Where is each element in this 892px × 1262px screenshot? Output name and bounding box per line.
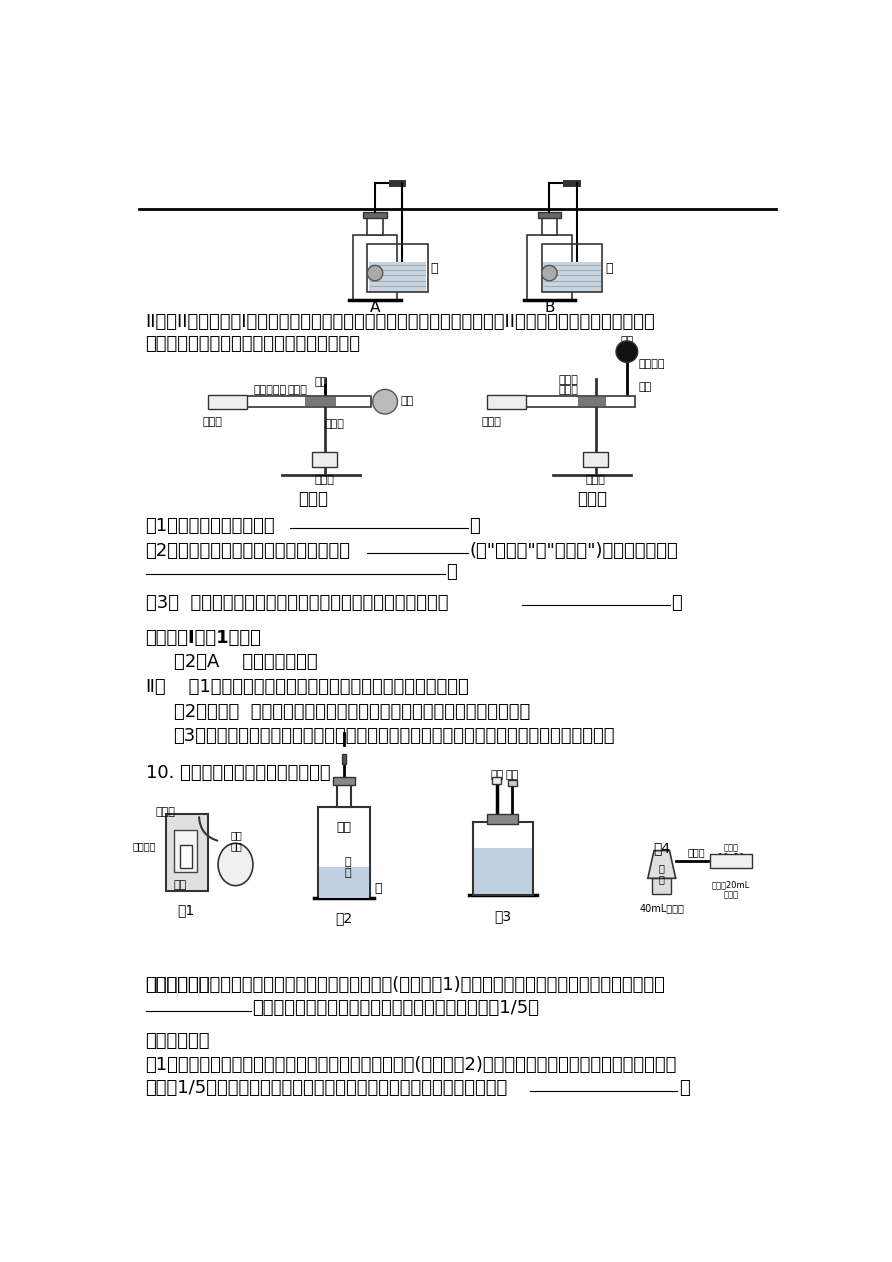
Bar [526,396,634,408]
Bar [352,235,398,300]
Bar [166,814,209,891]
Text: 注射器: 注射器 [482,416,501,427]
Text: 40mL的试管: 40mL的试管 [640,902,684,912]
Bar [527,235,572,300]
Text: 装置一: 装置一 [298,490,328,509]
Bar [319,867,368,897]
Text: 空气: 空气 [336,820,351,834]
Text: （填物质名称）组成的，其中氧气约占空气总体积的1/5。: （填物质名称）组成的，其中氧气约占空气总体积的1/5。 [252,1000,540,1017]
Text: 硬质玻璃管: 硬质玻璃管 [254,385,287,395]
Text: 铜粉: 铜粉 [639,382,652,392]
Bar [492,777,501,784]
Text: （1）实验室常用红磷燃烧的方法测定空气中氧气的含量(装置如图2)，兴趣小组用该方法测出的氧气含量常常: （1）实验室常用红磷燃烧的方法测定空气中氧气的含量(装置如图2)，兴趣小组用该方… [145,1056,677,1074]
Bar [475,848,532,895]
Bar [368,244,427,292]
Text: 具支试管: 具支试管 [639,360,665,370]
Text: （2）A    检查装置气密性: （2）A 检查装置气密性 [174,654,318,671]
Text: 气球: 气球 [401,395,414,405]
Text: 图3: 图3 [494,909,511,923]
Text: 远低于1/5。其原因可能是：装置漏气；红磷量不足，装置内氧气有剩余；: 远低于1/5。其原因可能是：装置漏气；红磷量不足，装置内氧气有剩余； [145,1079,508,1097]
Bar [538,212,561,217]
Bar [508,780,516,786]
Text: （1）装置中气球的作用是: （1）装置中气球的作用是 [145,517,276,535]
Bar [179,846,192,868]
Text: 装置二: 装置二 [577,490,607,509]
Text: 。: 。 [679,1079,690,1097]
Text: 玻璃
钟罩: 玻璃 钟罩 [230,830,242,852]
Bar [543,262,600,292]
Text: B: B [544,300,555,316]
Bar [541,244,602,292]
Circle shape [373,390,398,414]
Text: 铁架台: 铁架台 [325,419,344,429]
Text: 图1: 图1 [178,902,194,917]
Bar [583,452,608,467]
Text: 曲颈瓶: 曲颈瓶 [156,806,176,817]
Text: A: A [370,300,380,316]
Polygon shape [648,851,676,878]
Text: 【答案】Ⅰ．（1）足量: 【答案】Ⅰ．（1）足量 [145,628,261,647]
Bar [209,395,247,409]
Text: （3）将注射器向后拉开一段距离，后松开注射器活塞，又回复到原处，说明装置气密性良好: （3）将注射器向后拉开一段距离，后松开注射器活塞，又回复到原处，说明装置气密性良… [174,727,615,746]
Text: 注射器: 注射器 [202,416,222,427]
Text: 酒精灯: 酒精灯 [586,475,606,485]
Text: (填"装置一"或"装置二")更合理，理由是: (填"装置一"或"装置二")更合理，理由是 [469,541,678,560]
Text: 橡皮夹: 橡皮夹 [287,385,308,395]
Text: 白磷: 白磷 [506,770,519,780]
Text: II组：II组同学发现Ⅰ组实验可能产生实验误差，对实验进行了改进，下图是II组同学测定空气中氧气含量实: II组：II组同学发现Ⅰ组实验可能产生实验误差，对实验进行了改进，下图是II组同… [145,313,656,331]
Bar [333,777,355,785]
Bar [318,806,370,897]
Ellipse shape [218,843,253,886]
Text: 红
磷: 红 磷 [659,863,665,885]
Bar [487,814,518,824]
Text: 图4: 图4 [653,842,670,856]
Text: 【实验回顾】: 【实验回顾】 [145,1031,211,1050]
Bar [342,755,346,764]
Bar [368,262,426,292]
Bar [652,878,671,893]
Text: 气球: 气球 [620,336,633,346]
Text: （2）装置一和装置二中气球的位置不同，: （2）装置一和装置二中气球的位置不同， [145,541,351,560]
Bar [710,853,753,867]
Circle shape [368,265,383,281]
Text: （2）装置一  能让空气更易流通，全部通过铜粉，使氧气与铜粉充分反应: （2）装置一 能让空气更易流通，全部通过铜粉，使氧气与铜粉充分反应 [174,703,530,721]
Text: 【经典赏析】: 【经典赏析】 [145,976,211,994]
Bar [578,398,606,406]
Text: 验的两套装置图，请结合图示回答有关问题。: 验的两套装置图，请结合图示回答有关问题。 [145,334,360,352]
Text: 。: 。 [446,563,457,582]
Bar [174,830,197,872]
Bar [541,217,558,235]
Text: 水: 水 [375,882,382,895]
Bar [363,212,386,217]
Bar [312,452,337,467]
Bar [473,822,533,895]
Text: 酒精灯: 酒精灯 [315,475,334,485]
Text: 弹簧夹: 弹簧夹 [688,848,706,857]
Text: 。: 。 [671,594,681,612]
Text: 【经典赏析】拉瓦锡用定量的方法研究了空气的成分(装置如图1)，通过该实验拉瓦锡得出了空气是由氧气和: 【经典赏析】拉瓦锡用定量的方法研究了空气的成分(装置如图1)，通过该实验拉瓦锡得… [145,976,665,994]
Text: 。: 。 [469,517,480,535]
Text: 玻璃钟架: 玻璃钟架 [133,842,156,852]
Text: Ⅱ．    （1）起缓冲作用，防止装置内压强过大而使橡皮塞蹦出来: Ⅱ． （1）起缓冲作用，防止装置内压强过大而使橡皮塞蹦出来 [145,678,468,697]
Text: 水槽: 水槽 [173,880,186,890]
Text: 水: 水 [605,262,613,275]
Bar [247,396,371,408]
Text: （3）  用弹簧夹夹紧气球口部后，检查装置一气密性的方法是: （3） 用弹簧夹夹紧气球口部后，检查装置一气密性的方法是 [145,594,448,612]
Text: 图2: 图2 [335,911,352,925]
Text: 水: 水 [431,262,438,275]
Bar [305,398,336,406]
Text: 铜粉: 铜粉 [314,377,327,387]
Text: 活塞在20mL
刻度处: 活塞在20mL 刻度处 [712,880,750,900]
Text: 铁架台: 铁架台 [558,375,579,385]
Circle shape [616,341,638,362]
Text: 银片: 银片 [490,770,503,780]
Bar [368,217,383,235]
Bar [487,395,526,409]
Text: 10. 空气中氧气含量测定的再认识。: 10. 空气中氧气含量测定的再认识。 [145,765,330,782]
Bar [337,785,351,806]
Text: 红
磷: 红 磷 [344,857,351,878]
Circle shape [541,265,558,281]
Text: 橡皮夹: 橡皮夹 [558,385,579,395]
Text: 注射器
10  20: 注射器 10 20 [717,843,744,862]
